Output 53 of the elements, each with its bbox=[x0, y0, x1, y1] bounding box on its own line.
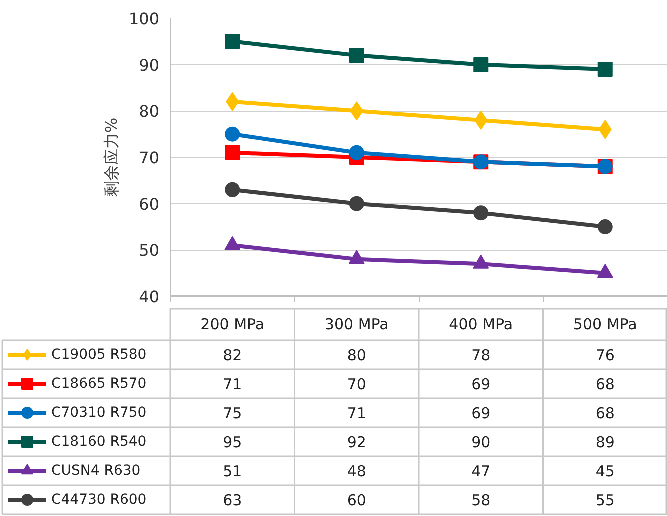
data-label: 58 bbox=[472, 492, 491, 510]
point bbox=[225, 34, 240, 50]
data-label: 89 bbox=[596, 434, 615, 452]
x-tick-label: 300 MPa bbox=[324, 316, 389, 334]
y-tick-label: 40 bbox=[139, 288, 160, 306]
data-label: 69 bbox=[472, 404, 491, 422]
legend-label: C18160 R540 bbox=[52, 434, 147, 450]
data-label: 69 bbox=[472, 376, 491, 394]
point bbox=[349, 145, 364, 160]
point bbox=[349, 196, 364, 212]
data-label: 75 bbox=[223, 404, 242, 422]
data-label: 63 bbox=[223, 492, 242, 510]
data-label: 45 bbox=[596, 462, 615, 480]
y-tick-label: 90 bbox=[139, 56, 160, 75]
point bbox=[225, 145, 240, 160]
data-label: 80 bbox=[347, 346, 366, 364]
data-label: 60 bbox=[347, 492, 366, 510]
data-label: 68 bbox=[596, 404, 615, 422]
y-tick-label: 100 bbox=[128, 10, 160, 28]
x-tick-label: 500 MPa bbox=[573, 316, 638, 334]
point bbox=[474, 206, 489, 221]
x-tick-label: 200 MPa bbox=[200, 316, 265, 334]
y-tick-label: 60 bbox=[139, 194, 160, 214]
data-label: 55 bbox=[596, 492, 615, 510]
legend-label: C18665 R570 bbox=[52, 376, 147, 392]
data-label: 90 bbox=[472, 434, 491, 452]
point bbox=[349, 48, 364, 64]
y-tick-label: 50 bbox=[139, 241, 160, 260]
point bbox=[474, 57, 489, 72]
legend-label: C70310 R750 bbox=[52, 405, 147, 421]
legend-label: C19005 R580 bbox=[52, 347, 147, 363]
data-label: 71 bbox=[223, 376, 242, 394]
point bbox=[598, 62, 613, 77]
legend-label: C44730 R600 bbox=[52, 492, 147, 508]
data-label: 92 bbox=[347, 434, 366, 452]
data-label: 82 bbox=[223, 346, 242, 364]
point bbox=[225, 126, 240, 142]
data-label: 47 bbox=[472, 462, 491, 480]
point bbox=[598, 220, 613, 234]
data-label: 68 bbox=[596, 376, 615, 394]
data-label: 48 bbox=[347, 462, 366, 480]
data-label: 78 bbox=[472, 346, 491, 364]
y-axis-title: 剩余应力% bbox=[102, 118, 121, 198]
y-tick-label: 80 bbox=[139, 102, 160, 122]
legend-label: CUSN4 R630 bbox=[52, 463, 141, 479]
point bbox=[225, 182, 240, 198]
data-label: 95 bbox=[223, 434, 242, 452]
data-label: 71 bbox=[347, 404, 366, 422]
data-label: 76 bbox=[596, 346, 615, 364]
x-tick-label: 400 MPa bbox=[449, 316, 514, 334]
data-label: 70 bbox=[347, 376, 366, 394]
y-tick-label: 70 bbox=[139, 148, 160, 168]
data-label: 51 bbox=[223, 462, 242, 480]
